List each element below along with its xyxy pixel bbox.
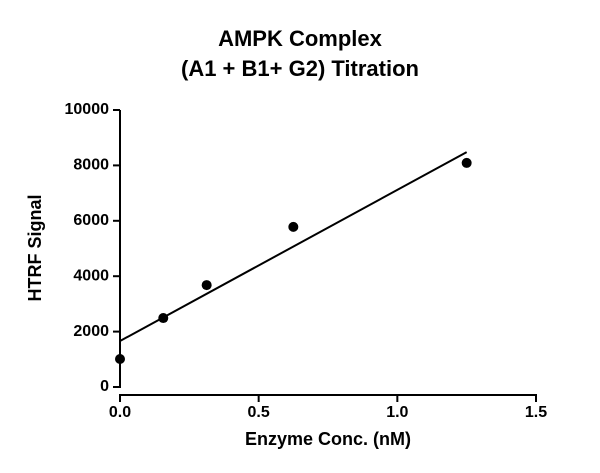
chart-title: (A1 + B1+ G2) Titration (181, 56, 419, 81)
y-tick-label: 4000 (73, 267, 109, 284)
data-point (115, 354, 125, 365)
x-tick-label: 0.5 (248, 404, 270, 421)
y-tick-label: 10000 (65, 101, 110, 118)
fit-line (119, 151, 468, 342)
data-point (461, 157, 472, 168)
y-tick-label: 0 (100, 378, 109, 395)
x-axis-title: Enzyme Conc. (nM) (245, 429, 411, 449)
y-axis-title: HTRF Signal (25, 195, 45, 302)
y-tick-label: 2000 (73, 323, 109, 340)
data-point (201, 280, 212, 291)
y-tick-label: 8000 (73, 157, 109, 174)
x-tick-label: 0.0 (109, 404, 131, 421)
data-point (158, 313, 169, 324)
y-tick-label: 6000 (73, 212, 109, 229)
x-tick-label: 1.0 (386, 404, 408, 421)
x-tick-label: 1.5 (525, 404, 547, 421)
data-point (288, 221, 299, 232)
chart-title: AMPK Complex (218, 26, 383, 51)
